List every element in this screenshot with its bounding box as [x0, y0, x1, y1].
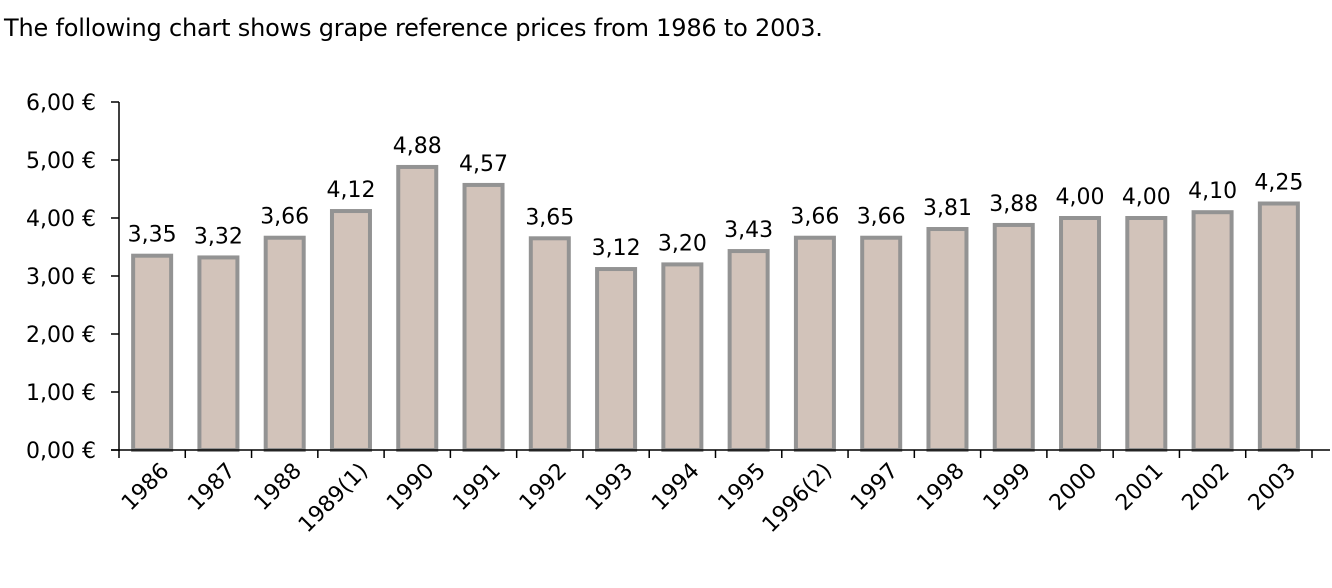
x-tick-label: 2002	[1178, 459, 1235, 516]
bar-1990	[396, 164, 439, 453]
bar-1995	[727, 249, 770, 452]
bar-2000	[1059, 216, 1102, 452]
x-tick-label: 1986	[117, 459, 174, 516]
data-label: 4,00	[1056, 185, 1105, 210]
bar-1993	[595, 267, 638, 453]
data-label: 3,66	[857, 205, 906, 230]
data-label: 4,10	[1188, 179, 1237, 204]
y-tick-label: 3,00 €	[26, 265, 96, 290]
data-label: 3,66	[260, 205, 309, 230]
data-label: 4,88	[393, 134, 442, 159]
bar-1991	[462, 182, 505, 452]
y-tick-label: 0,00 €	[26, 439, 96, 464]
y-tick-label: 6,00 €	[26, 91, 96, 116]
bars-group	[131, 164, 1300, 453]
data-label: 3,65	[525, 205, 574, 230]
x-tick-label: 1994	[647, 459, 704, 516]
data-label: 3,35	[128, 223, 177, 248]
bar-2001	[1125, 216, 1168, 452]
x-tick-label: 1993	[581, 459, 638, 516]
bar-2003	[1257, 201, 1300, 452]
data-label: 4,12	[326, 178, 375, 203]
data-label: 3,20	[658, 231, 707, 256]
x-tick-label: 1990	[382, 459, 439, 516]
x-tick-label: 2003	[1244, 459, 1301, 516]
y-tick-label: 2,00 €	[26, 323, 96, 348]
data-label: 3,81	[923, 196, 972, 221]
bar-1999	[992, 222, 1035, 452]
intro-text: The following chart shows grape referenc…	[4, 14, 823, 42]
y-tick-label: 5,00 €	[26, 149, 96, 174]
bar-2002	[1191, 210, 1234, 452]
y-axis: 0,00 € 1,00 € 2,00 € 3,00 € 4,00 € 5,00 € 6,00…	[26, 91, 120, 464]
x-tick-label: 1999	[979, 459, 1036, 516]
x-tick-label: 1992	[515, 459, 572, 516]
data-label: 4,57	[459, 152, 508, 177]
data-label: 3,66	[790, 205, 839, 230]
x-tick-label: 1989(1)	[294, 459, 373, 538]
bar-1987	[197, 255, 240, 452]
x-tick-label: 1997	[846, 459, 903, 516]
data-label: 4,25	[1254, 171, 1303, 196]
y-tick-label: 4,00 €	[26, 207, 96, 232]
bar-1989(1)	[329, 209, 372, 452]
x-tick-label: 1998	[912, 459, 969, 516]
bar-1988	[263, 235, 306, 452]
bar-1998	[926, 227, 969, 452]
bar-1994	[661, 262, 704, 452]
x-tick-label: 2001	[1111, 459, 1168, 516]
x-tick-label: 1995	[714, 459, 771, 516]
data-labels-group: 3,35 3,32 3,66 4,12 4,88 4,57 3,65 3,12 3,20 3,43…	[128, 134, 1304, 261]
bar-1996(2)	[793, 235, 836, 452]
data-label: 3,43	[724, 218, 773, 243]
x-tick-label: 1988	[250, 459, 307, 516]
data-label: 3,12	[592, 236, 641, 261]
x-tick-label: 1987	[183, 459, 240, 516]
bar-1997	[860, 235, 903, 452]
data-label: 4,00	[1122, 185, 1171, 210]
x-tick-label: 1996(2)	[758, 459, 837, 538]
data-label: 3,32	[194, 224, 243, 249]
data-label: 3,88	[989, 192, 1038, 217]
bar-1992	[528, 236, 571, 452]
y-tick-label: 1,00 €	[26, 381, 96, 406]
x-tick-label: 2000	[1045, 459, 1102, 516]
x-tick-label: 1991	[448, 459, 505, 516]
bar-1986	[131, 253, 174, 452]
